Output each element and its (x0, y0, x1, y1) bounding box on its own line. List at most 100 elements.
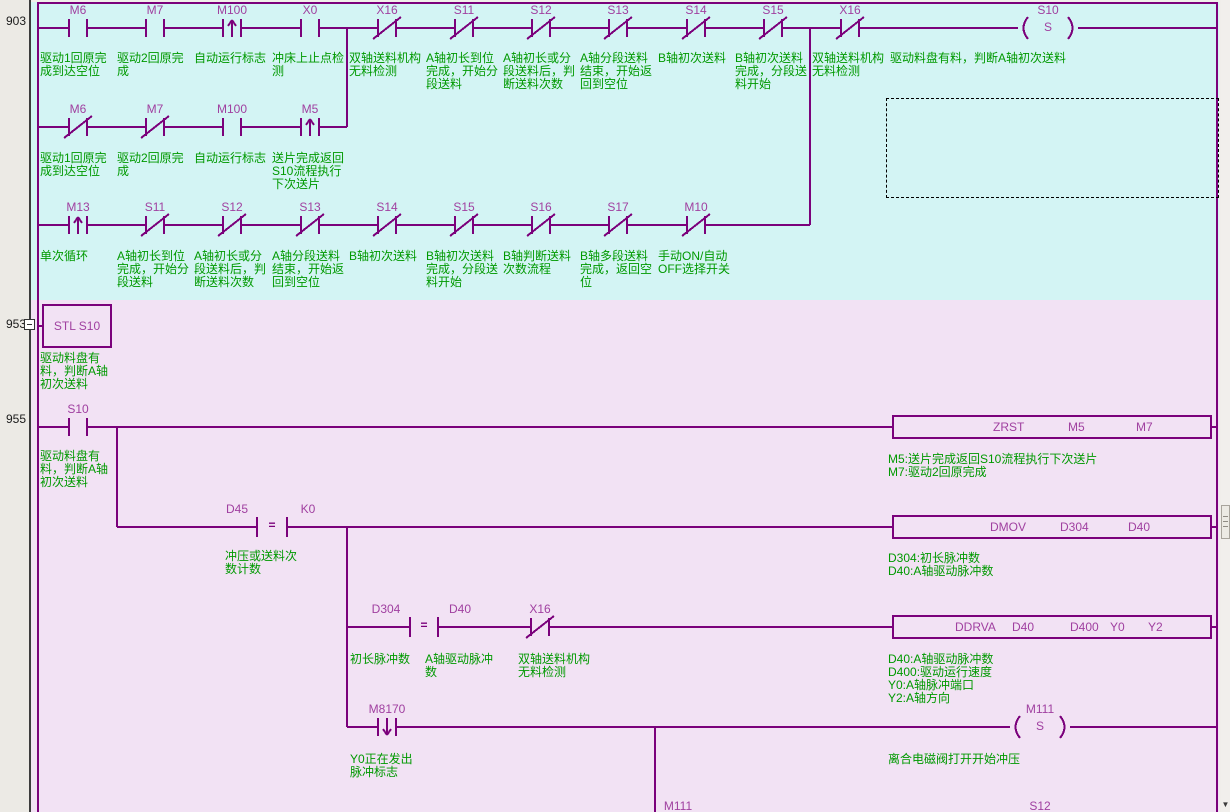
device-comment: 送片完成返回 S10流程执行 下次送片 (272, 151, 345, 191)
instruction-token: M7 (1136, 420, 1153, 434)
contact-M6[interactable] (68, 19, 88, 37)
device-comment: 自动运行标志 (194, 51, 267, 65)
device-label: S10 (67, 402, 89, 416)
device-comment: 驱动1回原完 成到达空位 (40, 51, 107, 78)
contact-M5[interactable] (300, 118, 320, 136)
device-label: M7 (146, 3, 164, 17)
device-label: M5 (301, 102, 319, 116)
contact-S12[interactable] (526, 16, 556, 40)
coil-S10[interactable] (1018, 16, 1078, 40)
device-label: S11 (144, 200, 166, 214)
device-label: M100 (216, 3, 248, 17)
selection-marquee[interactable] (886, 98, 1219, 198)
device-comment: 双轴送料机构 无料检测 (518, 652, 591, 679)
device-comment: 双轴送料机构 无料检测 (349, 51, 422, 78)
compare-D45-K0[interactable] (256, 517, 288, 537)
device-label: X16 (376, 3, 398, 17)
contact-M100[interactable] (222, 19, 242, 37)
device-comment: D304:初长脉冲数 D40:A轴驱动脉冲数 (888, 551, 994, 578)
device-label: S11 (453, 3, 475, 17)
step-number: 903 (5, 14, 26, 28)
stl-instruction-box[interactable] (42, 304, 112, 348)
contact-X16[interactable] (525, 615, 555, 639)
device-label: S14 (376, 200, 398, 214)
device-comment: 冲压或送料次 数计数 (225, 549, 298, 576)
device-comment: A轴初长或分 段送料后，判 断送料次数 (194, 249, 267, 289)
contact-S17[interactable] (603, 213, 633, 237)
device-comment: A轴分段送料 结束，开始返 回到空位 (580, 51, 653, 91)
device-comment: 驱动2回原完 成 (117, 151, 184, 178)
contact-M7[interactable] (145, 19, 165, 37)
vertical-scrollbar[interactable] (1221, 0, 1230, 812)
contact-M7[interactable] (140, 115, 170, 139)
compare-D304-D40[interactable] (409, 617, 439, 637)
step-number-gutter (0, 0, 30, 812)
instruction-token: D304 (1060, 520, 1089, 534)
device-comment: A轴分段送料 结束，开始返 回到空位 (272, 249, 345, 289)
device-comment: Y0正在发出 脉冲标志 (350, 752, 413, 779)
device-comment: A轴驱动脉冲 数 (425, 652, 494, 679)
device-label: M6 (69, 3, 87, 17)
contact-S15[interactable] (758, 16, 788, 40)
device-comment: M5:送片完成返回S10流程执行下次送片 M7:驱动2回原完成 (888, 452, 1098, 479)
contact-X0[interactable] (300, 19, 320, 37)
contact-S12[interactable] (217, 213, 247, 237)
device-comment: 单次循环 (40, 249, 89, 263)
device-label: M8170 (368, 702, 406, 716)
thumb-grip-line (1223, 521, 1228, 522)
instruction-box-dmov[interactable] (892, 515, 1212, 539)
device-label: S12 (221, 200, 243, 214)
scroll-down-arrow[interactable]: ▼ (1221, 800, 1230, 809)
scrollbar-thumb[interactable] (1221, 505, 1230, 539)
device-comment: 驱动料盘有料，判断A轴初次送料 (890, 51, 1067, 65)
device-label: M10 (684, 200, 708, 214)
contact-M10[interactable] (681, 213, 711, 237)
device-label: D45 (225, 502, 249, 516)
instruction-box-zrst[interactable] (892, 415, 1212, 439)
device-comment: 手动ON/自动 OFF选择开关 (658, 249, 730, 276)
collapse-icon[interactable] (24, 319, 35, 330)
contact-M13[interactable] (68, 216, 88, 234)
contact-S13[interactable] (603, 16, 633, 40)
contact-S13[interactable] (295, 213, 325, 237)
contact-X16[interactable] (835, 16, 865, 40)
device-label: S16 (530, 200, 552, 214)
instruction-box-ddrva[interactable] (892, 615, 1212, 639)
thumb-grip-line (1223, 526, 1228, 527)
device-label: S15 (762, 3, 784, 17)
coil-M111[interactable] (1010, 715, 1070, 739)
device-comment: B轴初次送料 完成，分段送 料开始 (735, 51, 808, 91)
contact-M100[interactable] (222, 118, 242, 136)
device-comment: D40:A轴驱动脉冲数 D400:驱动运行速度 Y0:A轴脉冲端口 Y2:A轴方… (888, 652, 994, 705)
device-comment: 双轴送料机构 无料检测 (812, 51, 885, 78)
device-label: S12 (530, 3, 552, 17)
contact-M6[interactable] (63, 115, 93, 139)
device-comment: B轴初次送料 完成，分段送 料开始 (426, 249, 499, 289)
device-label: M111 (663, 799, 693, 812)
device-label: M100 (216, 102, 248, 116)
contact-M8170[interactable] (377, 718, 397, 736)
device-comment: 离合电磁阀打开开始冲压 (888, 752, 1021, 766)
contact-S11[interactable] (140, 213, 170, 237)
contact-S16[interactable] (526, 213, 556, 237)
instruction-token: Y0 (1110, 620, 1125, 634)
contact-S15[interactable] (449, 213, 479, 237)
compare-operator: = (268, 518, 276, 532)
contact-S10[interactable] (68, 418, 88, 436)
device-label: K0 (300, 502, 316, 516)
device-label: S13 (607, 3, 629, 17)
device-label: D304 (371, 602, 401, 616)
device-comment: B轴判断送料 次数流程 (503, 249, 572, 276)
contact-X16[interactable] (372, 16, 402, 40)
stl-label: STL S10 (53, 319, 101, 333)
device-label: M111 (1025, 702, 1055, 716)
step-number: 955 (5, 412, 26, 426)
contact-S11[interactable] (449, 16, 479, 40)
contact-S14[interactable] (681, 16, 711, 40)
instruction-token: D40 (1128, 520, 1151, 534)
device-label: X16 (839, 3, 861, 17)
device-comment: B轴初次送料 (349, 249, 418, 263)
contact-S14[interactable] (372, 213, 402, 237)
